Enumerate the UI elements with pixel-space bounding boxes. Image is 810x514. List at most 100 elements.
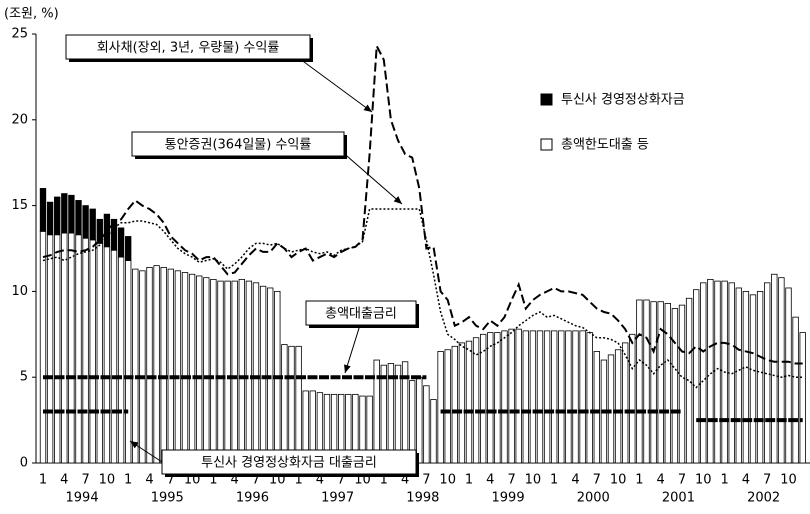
x-tick-label: 7 <box>763 473 771 488</box>
label-box <box>131 131 345 157</box>
x-tick-label: 1 <box>550 473 558 488</box>
x-tick-label: 10 <box>610 473 627 488</box>
bar <box>522 330 529 464</box>
x-tick-label: 1 <box>465 473 473 488</box>
bar <box>771 273 778 464</box>
bar <box>75 234 82 464</box>
bar <box>778 277 785 464</box>
bar <box>394 364 402 464</box>
legend-swatch <box>540 93 553 106</box>
bar <box>153 265 160 464</box>
x-tick-label: 1 <box>380 473 388 488</box>
line-series <box>42 208 803 389</box>
x-tick-label: 7 <box>507 473 515 488</box>
x-tick-label: 7 <box>81 473 89 488</box>
bar <box>700 282 707 464</box>
bar <box>565 330 572 464</box>
bar <box>82 237 89 464</box>
x-tick-label: 4 <box>742 473 750 488</box>
bar <box>607 354 615 464</box>
bar <box>579 330 586 464</box>
x-tick-label: 4 <box>60 473 68 488</box>
bar <box>586 332 593 464</box>
bar <box>735 287 742 464</box>
bar <box>678 304 686 464</box>
bar <box>89 208 96 241</box>
x-tick-label: 10 <box>99 473 116 488</box>
bar <box>46 234 54 464</box>
x-tick-label: 4 <box>571 473 579 488</box>
bar <box>252 282 260 464</box>
bar <box>756 290 764 464</box>
bar <box>671 308 679 464</box>
x-tick-label: 10 <box>525 473 542 488</box>
bar <box>792 316 799 464</box>
bar <box>224 280 231 464</box>
bar <box>430 399 437 464</box>
bar <box>61 232 68 464</box>
bar <box>685 297 693 464</box>
bar <box>742 290 750 464</box>
bar <box>472 337 480 464</box>
bar <box>89 239 96 464</box>
x-tick-label: 10 <box>695 473 712 488</box>
x-year-label: 1995 <box>151 491 184 506</box>
bar <box>551 330 558 464</box>
x-tick-label: 1 <box>124 473 132 488</box>
x-tick-label: 4 <box>231 473 239 488</box>
bar <box>110 249 118 464</box>
x-tick-label: 4 <box>316 473 324 488</box>
x-tick-label: 7 <box>678 473 686 488</box>
x-tick-label: 4 <box>401 473 409 488</box>
x-year-label: 1998 <box>406 491 439 506</box>
pointer-head <box>363 104 372 112</box>
x-tick-label: 4 <box>145 473 153 488</box>
bar <box>572 330 579 464</box>
y-tick-label: 25 <box>11 27 28 42</box>
x-tick-label: 7 <box>593 473 601 488</box>
x-tick-label: 7 <box>252 473 260 488</box>
x-tick-label: 7 <box>337 473 345 488</box>
x-year-label: 2002 <box>747 491 780 506</box>
bar <box>508 328 515 464</box>
y-axis-label: (조원, %) <box>4 7 59 22</box>
bar <box>714 280 721 464</box>
bar <box>380 364 387 464</box>
bar <box>96 218 103 244</box>
x-year-label: 2000 <box>577 491 610 506</box>
legend-label: 투신사 경영정상화자금 <box>561 93 685 108</box>
pointer-head <box>393 196 402 204</box>
bar <box>96 242 103 464</box>
bar <box>444 349 451 464</box>
y-tick-label: 15 <box>11 198 28 213</box>
bar <box>529 330 537 464</box>
bar <box>728 282 735 464</box>
bar <box>54 234 61 464</box>
bar <box>295 345 302 464</box>
bar <box>82 205 89 239</box>
bar <box>629 333 636 464</box>
x-year-label: 1994 <box>66 491 99 506</box>
legend-swatch <box>540 138 553 151</box>
series-label: 통안증권(364일물) 수익률 <box>165 138 312 153</box>
series-label: 총액대출금리 <box>325 307 397 322</box>
bar <box>68 232 75 464</box>
x-tick-label: 1 <box>294 473 302 488</box>
bar <box>125 260 132 464</box>
bar <box>543 330 551 464</box>
bar <box>749 294 757 464</box>
x-tick-label: 7 <box>422 473 430 488</box>
bar <box>657 301 664 464</box>
bar <box>238 278 245 464</box>
label-box <box>305 300 417 326</box>
line-series <box>42 42 803 365</box>
legend-label: 총액한도대출 등 <box>561 138 649 153</box>
x-tick-label: 10 <box>780 473 797 488</box>
bar <box>160 266 167 464</box>
bar <box>210 278 217 464</box>
label-box <box>161 449 417 475</box>
bar <box>68 194 75 234</box>
label-pointer <box>344 324 361 374</box>
x-tick-label: 1 <box>635 473 643 488</box>
